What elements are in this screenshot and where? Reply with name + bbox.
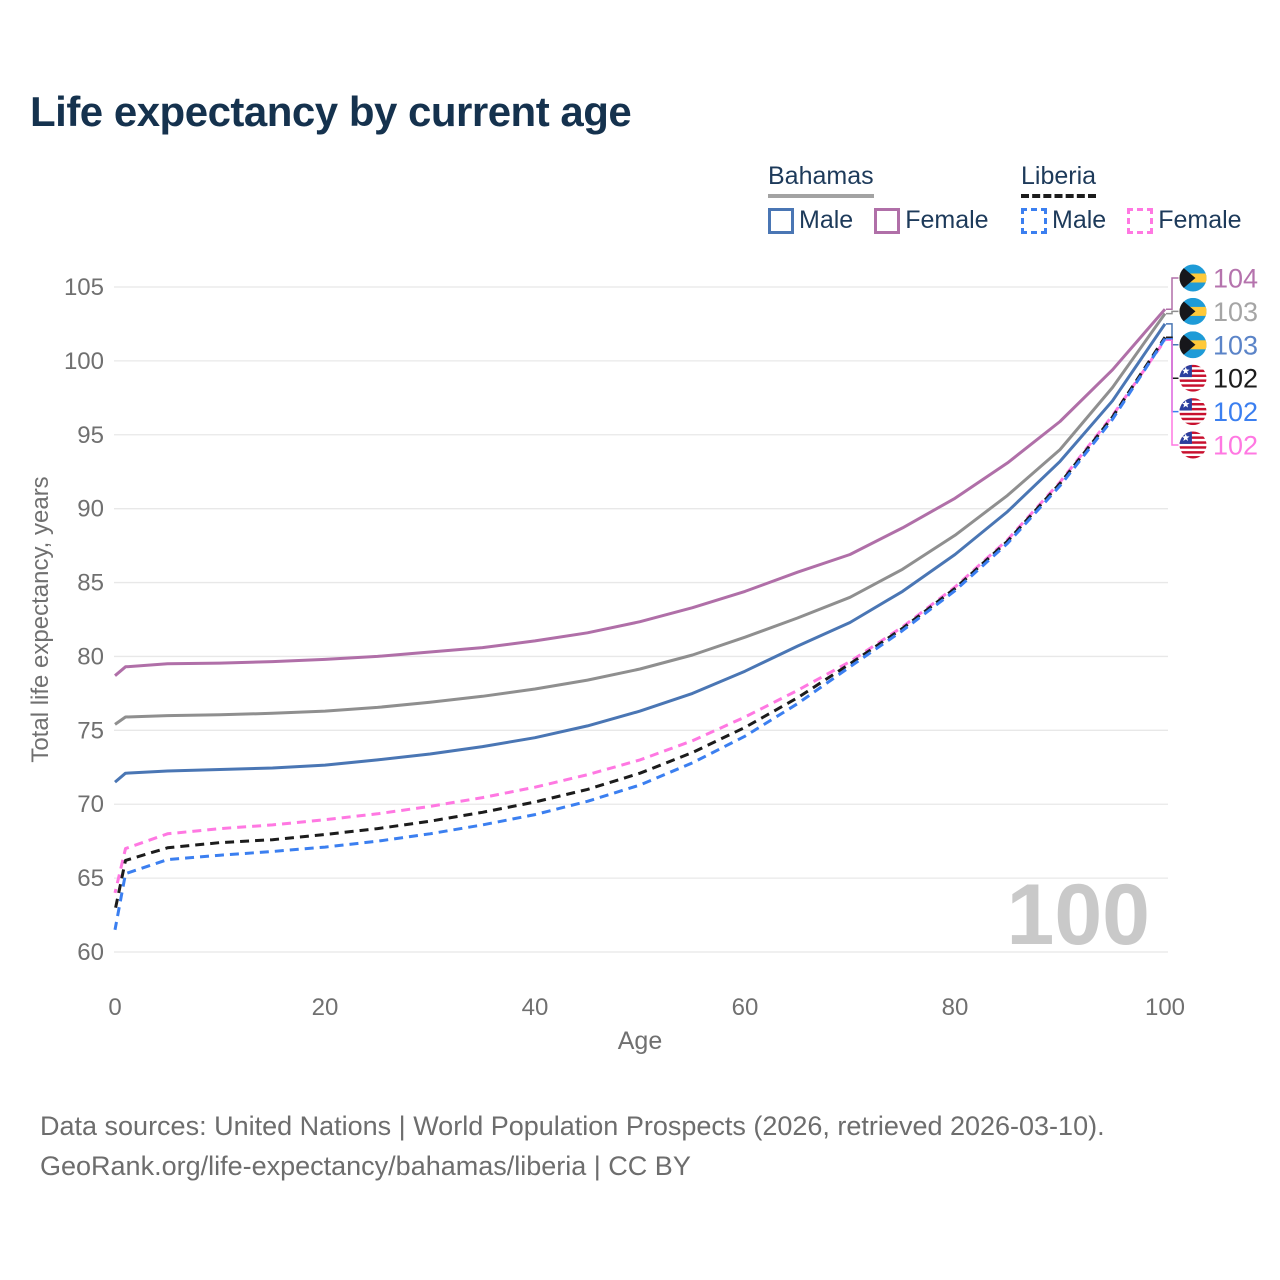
legend-country-liberia[interactable]: Liberia — [1021, 162, 1097, 198]
series-line-liberia-male[interactable] — [113, 337, 1167, 931]
x-axis-title: Age — [618, 1027, 662, 1055]
x-tick-label: 20 — [312, 994, 339, 1021]
end-label-leader — [1166, 339, 1179, 446]
end-label-leader — [1166, 323, 1179, 346]
x-tick-label: 40 — [522, 994, 549, 1021]
y-tick-label: 95 — [77, 422, 104, 449]
legend-item-label: Male — [799, 206, 854, 234]
y-tick-label: 65 — [77, 865, 104, 892]
current-age-watermark: 100 — [1007, 867, 1151, 963]
liberia-flag-icon — [1179, 398, 1207, 426]
y-tick-label: 60 — [77, 939, 104, 966]
end-value-label-liberia-female: 102 — [1213, 431, 1258, 461]
series-line-liberia-both-sexes[interactable] — [113, 336, 1167, 911]
bahamas-flag-icon — [1179, 297, 1207, 325]
legend-item-label: Male — [1052, 206, 1107, 234]
liberia-male-dashed-swatch-icon — [1021, 207, 1047, 234]
bahamas-male-solid-swatch-icon — [768, 207, 794, 234]
page-title: Life expectancy by current age — [30, 88, 632, 135]
legend-item-label: Female — [1158, 206, 1242, 234]
bahamas-flag-icon — [1179, 331, 1207, 359]
y-tick-label: 80 — [77, 643, 104, 670]
legend-group-bahamas: Bahamas Male Female — [768, 162, 989, 235]
y-tick-label: 70 — [77, 791, 104, 818]
y-tick-label: 105 — [64, 274, 104, 301]
bahamas-female-solid-swatch-icon — [874, 207, 901, 234]
x-tick-label: 0 — [108, 994, 121, 1021]
end-label-leader — [1166, 277, 1179, 310]
liberia-female-dashed-swatch-icon — [1127, 207, 1154, 234]
legend-item-bahamas-female[interactable]: Female — [874, 206, 989, 235]
y-tick-label: 75 — [77, 717, 104, 744]
chart-legend: Bahamas Male Female Liberia Male Female — [0, 162, 1280, 242]
end-value-label-bahamas-both-sexes: 103 — [1213, 297, 1258, 327]
end-label-leader — [1166, 310, 1179, 315]
x-tick-label: 80 — [942, 994, 969, 1021]
chart-footer: Data sources: United Nations | World Pop… — [40, 1106, 1105, 1186]
series-line-bahamas-both-sexes[interactable] — [114, 312, 1167, 726]
liberia-flag-icon — [1179, 364, 1207, 392]
x-tick-label: 100 — [1145, 994, 1185, 1021]
end-value-label-liberia-both-sexes: 102 — [1213, 364, 1258, 394]
data-sources-line: Data sources: United Nations | World Pop… — [40, 1111, 1105, 1141]
series-line-liberia-female[interactable] — [113, 339, 1167, 894]
y-tick-label: 90 — [77, 496, 104, 523]
bahamas-flag-icon — [1179, 264, 1207, 292]
legend-item-bahamas-male[interactable]: Male — [768, 206, 853, 235]
legend-country-bahamas[interactable]: Bahamas — [768, 162, 874, 198]
attribution-line: GeoRank.org/life-expectancy/bahamas/libe… — [40, 1151, 691, 1181]
series-line-bahamas-male[interactable] — [114, 323, 1167, 784]
end-value-label-liberia-male: 102 — [1213, 397, 1258, 427]
y-tick-label: 100 — [64, 348, 104, 375]
x-tick-label: 60 — [732, 994, 759, 1021]
legend-group-liberia: Liberia Male Female — [1021, 162, 1242, 235]
legend-item-liberia-female[interactable]: Female — [1127, 206, 1242, 235]
y-axis-title: Total life expectancy, years — [27, 476, 54, 762]
legend-item-liberia-male[interactable]: Male — [1021, 206, 1106, 235]
y-tick-label: 85 — [77, 570, 104, 597]
liberia-flag-icon — [1179, 431, 1207, 459]
life-expectancy-line-chart[interactable]: 60 65 70 75 80 85 90 95 100 105 0 20 40 60 80 100 Age Tot… — [0, 250, 1280, 1080]
legend-item-label: Female — [905, 206, 989, 234]
end-value-label-bahamas-male: 103 — [1213, 330, 1258, 360]
end-value-label-bahamas-female: 104 — [1213, 264, 1258, 294]
series-line-bahamas-female[interactable] — [114, 308, 1167, 677]
